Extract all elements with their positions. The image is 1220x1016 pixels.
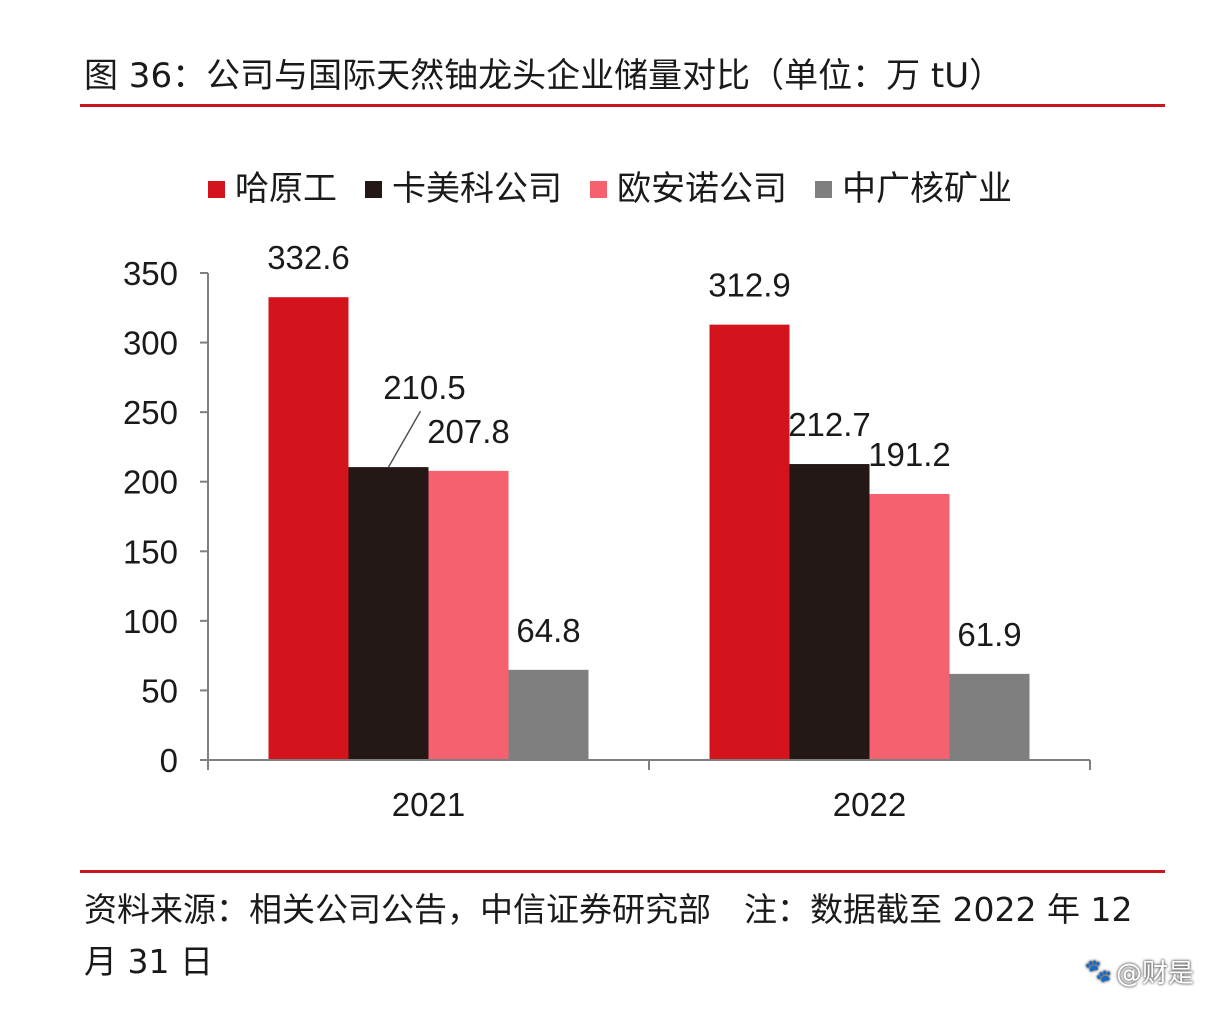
legend-label-cameco: 卡美科公司	[392, 169, 562, 209]
title-rule	[80, 104, 1165, 107]
legend-swatch-haaiprom	[208, 180, 225, 198]
leader-line-cameco-2021	[387, 410, 422, 468]
bar-cameco-2022	[789, 464, 870, 760]
legend-label-orano: 欧安诺公司	[617, 169, 787, 209]
legend-swatch-orano	[590, 180, 607, 198]
figure-title: 图 36：公司与国际天然铀龙头企业储量对比（单位：万 tU）	[84, 56, 1004, 96]
data-label-haaiprom-2022: 312.9	[708, 267, 791, 304]
y-tick-label: 250	[123, 394, 178, 431]
legend-item-cgn: 中广核矿业	[815, 166, 1012, 212]
data-label-orano-2021: 207.8	[427, 413, 510, 450]
bar-haaiprom-2022	[709, 324, 790, 760]
data-label-cameco-2021: 210.5	[383, 369, 466, 406]
bar-haaiprom-2021	[268, 297, 349, 760]
bar-chart: 0 50 100 150 200 250 300 350 2021 2022 332.6 210.5 2…	[123, 239, 1091, 823]
y-tick-label: 200	[123, 464, 178, 501]
x-tick-label: 2022	[833, 786, 906, 823]
bar-orano-2022	[869, 493, 950, 760]
data-label-haaiprom-2021: 332.6	[267, 239, 350, 276]
watermark: 🐾 @财是	[1085, 953, 1194, 990]
bar-cameco-2021	[348, 467, 429, 760]
legend-item-haaiprom: 哈原工	[208, 166, 337, 212]
source-rule	[80, 870, 1165, 873]
bar-orano-2021	[428, 470, 509, 760]
legend-label-haaiprom: 哈原工	[235, 169, 337, 209]
bar-cgn-2021	[508, 669, 589, 760]
paw-icon: 🐾	[1084, 959, 1112, 984]
watermark-text: @财是	[1115, 959, 1194, 989]
y-tick-label: 100	[123, 603, 178, 640]
legend-label-cgn: 中广核矿业	[842, 169, 1012, 209]
y-tick-label: 50	[141, 672, 178, 709]
legend-item-orano: 欧安诺公司	[590, 166, 787, 212]
data-label-cgn-2021: 64.8	[516, 612, 580, 649]
legend-swatch-cgn	[815, 180, 832, 198]
y-tick-label: 150	[123, 533, 178, 570]
legend-swatch-cameco	[365, 180, 382, 198]
y-tick-label: 0	[160, 742, 178, 779]
y-tick-label: 350	[123, 255, 178, 292]
x-tick-label: 2021	[392, 786, 465, 823]
data-label-orano-2022: 191.2	[868, 436, 951, 473]
chart-legend: 哈原工 卡美科公司 欧安诺公司 中广核矿业	[0, 166, 1220, 212]
bar-cgn-2022	[949, 673, 1030, 760]
y-tick-label: 300	[123, 325, 178, 362]
data-label-cgn-2022: 61.9	[957, 616, 1021, 653]
legend-item-cameco: 卡美科公司	[365, 166, 562, 212]
data-label-cameco-2022: 212.7	[788, 406, 871, 443]
source-note: 资料来源：相关公司公告，中信证券研究部 注：数据截至 2022 年 12 月 3…	[84, 890, 1133, 981]
